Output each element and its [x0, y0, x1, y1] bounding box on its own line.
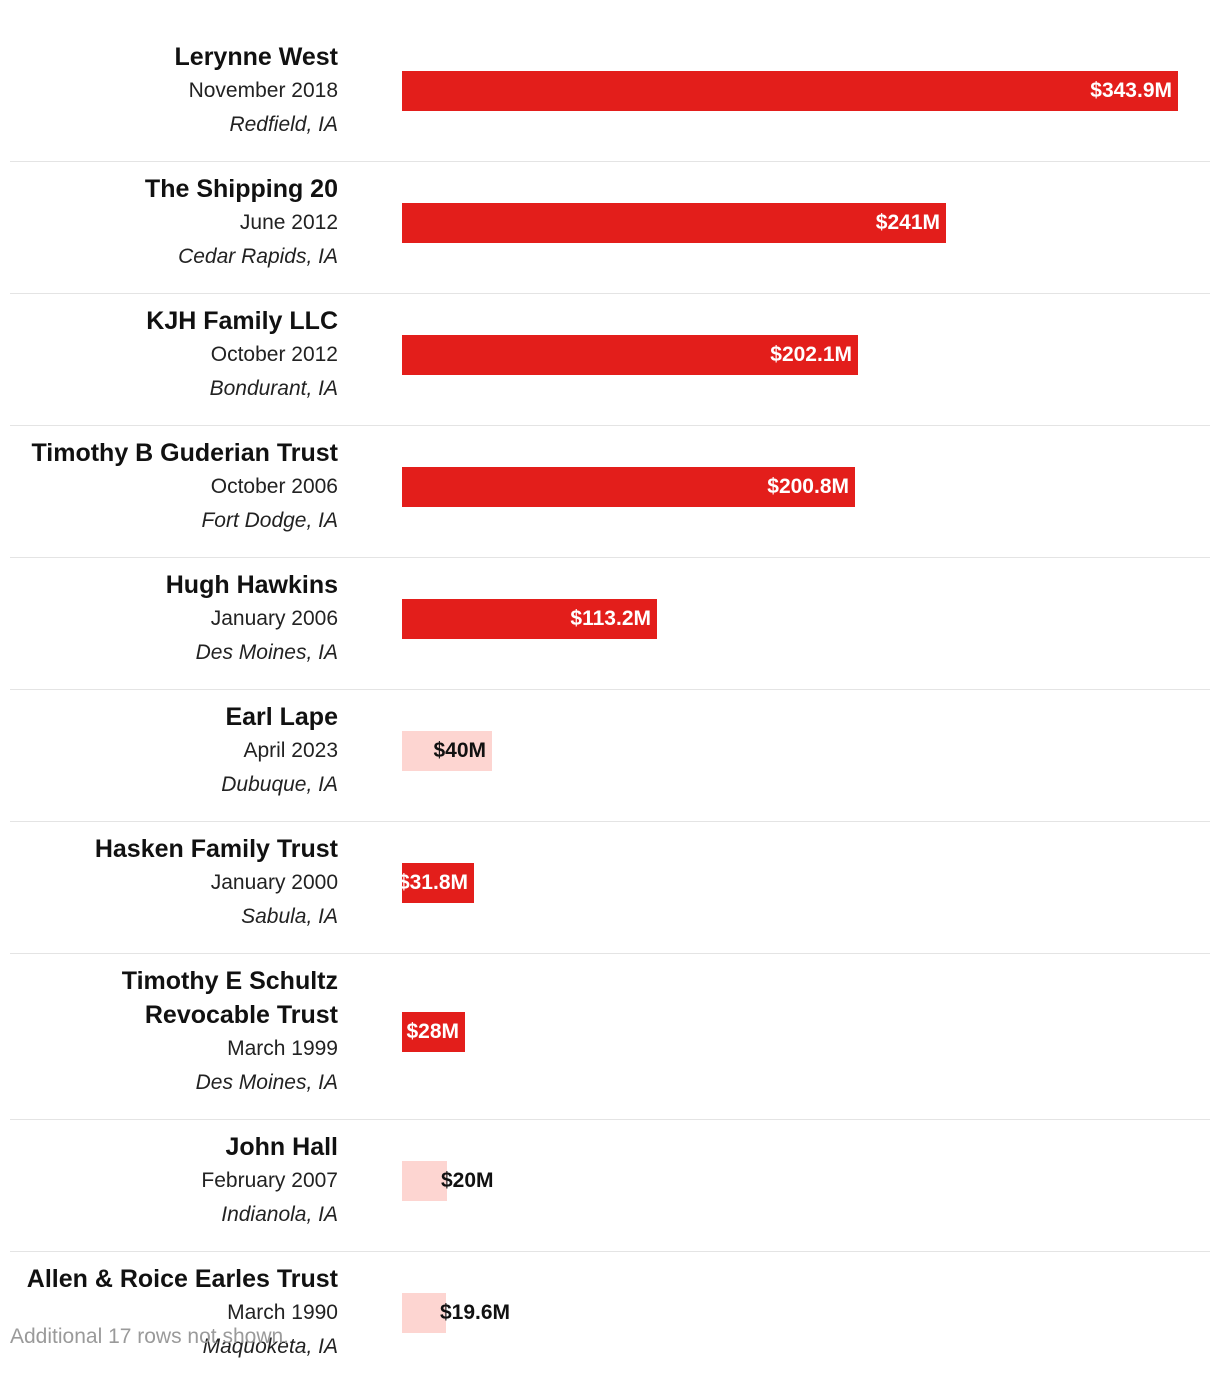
chart-row: Timothy E Schultz Revocable Trust March 19… — [10, 954, 1210, 1120]
row-label: Timothy B Guderian Trust October 2006 Fort… — [8, 436, 338, 538]
bar — [402, 599, 657, 639]
row-label: The Shipping 20 June 2012 Cedar Rapids, IA — [8, 172, 338, 274]
row-place: Redfield, IA — [229, 113, 338, 136]
bar — [402, 335, 858, 375]
chart-row: The Shipping 20 June 2012 Cedar Rapids, IA… — [10, 162, 1210, 294]
bar-value-label: $28M — [406, 1020, 459, 1043]
row-place: Cedar Rapids, IA — [178, 245, 338, 268]
row-place: Bondurant, IA — [209, 377, 338, 400]
chart-row: Earl Lape April 2023 Dubuque, IA $40M — [10, 690, 1210, 822]
row-name: John Hall — [225, 1133, 338, 1161]
chart-row: Hugh Hawkins January 2006 Des Moines, IA $1… — [10, 558, 1210, 690]
chart-row: Hasken Family Trust January 2000 Sabula, I… — [10, 822, 1210, 954]
row-date: March 1999 — [227, 1037, 338, 1060]
row-date: April 2023 — [243, 739, 338, 762]
bar — [402, 863, 474, 903]
row-name: Revocable Trust — [144, 1001, 338, 1029]
bar — [402, 1293, 446, 1333]
row-name: Earl Lape — [225, 703, 338, 731]
bar — [402, 1012, 465, 1052]
bar-value-label: $40M — [433, 739, 486, 762]
row-place: Maquoketa, IA — [202, 1335, 338, 1358]
row-date: January 2000 — [210, 871, 338, 894]
bar-value-label: $202.1M — [770, 343, 852, 366]
bar-value-label: $19.6M — [440, 1301, 511, 1324]
bar-value-label: $113.2M — [570, 607, 651, 630]
chart-row: Lerynne West November 2018 Redfield, IA $34… — [10, 30, 1210, 162]
row-name: Hasken Family Trust — [94, 835, 338, 863]
row-label: John Hall February 2007 Indianola, IA — [8, 1130, 338, 1232]
chart-row: KJH Family LLC October 2012 Bondurant, IA $… — [10, 294, 1210, 426]
bar-value-label: $20M — [441, 1169, 494, 1192]
row-place: Dubuque, IA — [221, 773, 338, 796]
bar-value-label: $241M — [875, 211, 940, 234]
bar — [402, 203, 946, 243]
row-place: Indianola, IA — [221, 1203, 338, 1226]
bar — [402, 1161, 447, 1201]
row-place: Des Moines, IA — [195, 1071, 338, 1094]
chart-row: Timothy B Guderian Trust October 2006 Fort… — [10, 426, 1210, 558]
row-place: Des Moines, IA — [195, 641, 338, 664]
row-label: Allen & Roice Earles Trust March 1990 Maqu… — [8, 1262, 338, 1364]
row-label: Hugh Hawkins January 2006 Des Moines, IA — [8, 568, 338, 670]
row-date: March 1990 — [227, 1301, 338, 1324]
row-place: Sabula, IA — [241, 905, 338, 928]
bar — [402, 467, 855, 507]
row-date: October 2012 — [210, 343, 338, 366]
row-name: Allen & Roice Earles Trust — [26, 1265, 338, 1293]
bar-value-label: $343.9M — [1090, 79, 1172, 102]
row-name: Lerynne West — [174, 43, 338, 71]
bar-value-label: $200.8M — [767, 475, 849, 498]
row-date: October 2006 — [210, 475, 338, 498]
row-name: KJH Family LLC — [146, 307, 338, 335]
bar-chart: Lerynne West November 2018 Redfield, IA $34… — [10, 30, 1210, 1384]
row-name: Hugh Hawkins — [165, 571, 338, 599]
bar — [402, 71, 1178, 111]
row-name: Timothy B Guderian Trust — [31, 439, 338, 467]
footnote: Additional 17 rows not shown. — [10, 1325, 289, 1348]
row-date: February 2007 — [201, 1169, 338, 1192]
row-date: June 2012 — [239, 211, 338, 234]
bar — [402, 731, 492, 771]
chart-row: John Hall February 2007 Indianola, IA $20M — [10, 1120, 1210, 1252]
row-date: November 2018 — [188, 79, 338, 102]
chart-row: Allen & Roice Earles Trust March 1990 Maqu… — [10, 1252, 1210, 1384]
row-date: January 2006 — [210, 607, 338, 630]
row-place: Fort Dodge, IA — [201, 509, 338, 532]
row-label: Lerynne West November 2018 Redfield, IA — [8, 40, 338, 142]
row-label: Earl Lape April 2023 Dubuque, IA — [8, 700, 338, 802]
bar-value-label: $31.8M — [397, 871, 468, 894]
row-label: Hasken Family Trust January 2000 Sabula, I… — [8, 832, 338, 934]
row-label: Timothy E Schultz Revocable Trust March 19… — [8, 964, 338, 1100]
row-name: The Shipping 20 — [144, 175, 338, 203]
row-name: Timothy E Schultz — [121, 967, 338, 995]
row-label: KJH Family LLC October 2012 Bondurant, IA — [8, 304, 338, 406]
